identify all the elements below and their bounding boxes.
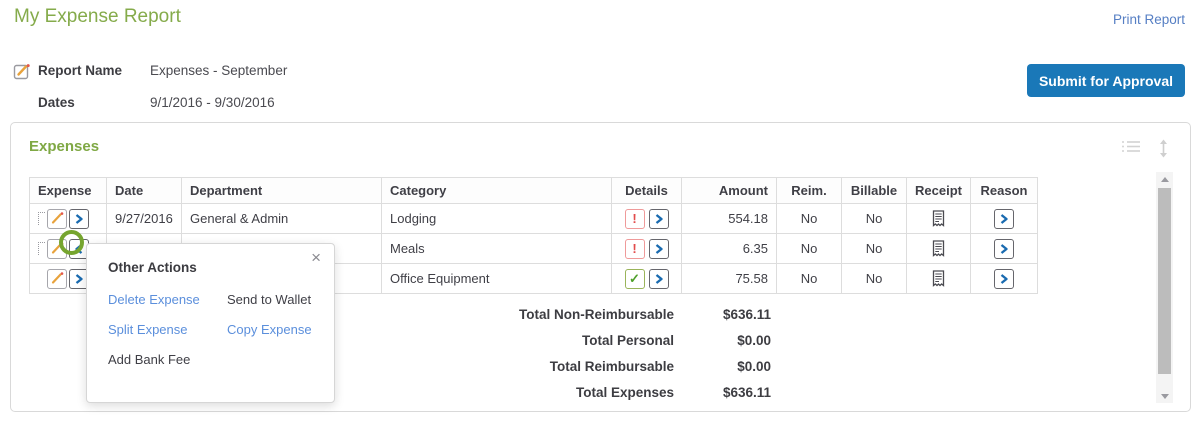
table-header-row: Expense Date Department Category Details… xyxy=(29,177,1038,204)
print-report-link[interactable]: Print Report xyxy=(1112,12,1185,27)
reason-button[interactable] xyxy=(993,268,1014,289)
vertical-scrollbar[interactable] xyxy=(1156,172,1173,403)
edit-expense-icon[interactable] xyxy=(47,238,67,259)
cell-amount: 75.58 xyxy=(681,263,777,294)
cell-category: Lodging xyxy=(381,203,612,234)
total-label: Total Personal xyxy=(581,333,674,348)
scrollbar-thumb[interactable] xyxy=(1158,188,1171,374)
total-personal-row: Total Personal $0.00 xyxy=(29,328,771,354)
report-name-value: Expenses - September xyxy=(150,63,288,78)
expenses-heading: Expenses xyxy=(29,138,100,155)
total-label: Total Expenses xyxy=(575,385,674,400)
col-amount: Amount xyxy=(681,177,777,204)
cell-amount: 6.35 xyxy=(681,233,777,264)
split-expense-link[interactable]: Split Expense xyxy=(108,322,188,337)
receipt-icon[interactable] xyxy=(915,240,962,257)
total-value: $636.11 xyxy=(722,307,771,322)
dates-value: 9/1/2016 - 9/30/2016 xyxy=(150,95,275,110)
cell-reim: No xyxy=(776,233,842,264)
total-label: Total Reimbursable xyxy=(549,359,674,374)
receipt-icon[interactable] xyxy=(915,270,962,287)
details-button[interactable] xyxy=(648,268,669,289)
cell-category: Office Equipment xyxy=(381,263,612,294)
col-billable: Billable xyxy=(841,177,907,204)
popup-actions: Delete Expense Send to Wallet Split Expe… xyxy=(108,292,312,367)
itemization-indicator-icon xyxy=(38,242,45,255)
total-label: Total Non-Reimbursable xyxy=(518,307,674,322)
report-name-label: Report Name xyxy=(38,63,123,78)
add-bank-fee-link[interactable]: Add Bank Fee xyxy=(108,352,191,367)
col-reim: Reim. xyxy=(776,177,842,204)
exception-icon: ! xyxy=(624,208,645,229)
cell-category: Meals xyxy=(381,233,612,264)
col-category: Category xyxy=(381,177,612,204)
up-down-arrow-icon[interactable] xyxy=(1157,139,1170,163)
cell-billable: No xyxy=(841,203,907,234)
reason-button[interactable] xyxy=(993,238,1014,259)
cell-date: 9/27/2016 xyxy=(106,203,182,234)
copy-expense-link[interactable]: Copy Expense xyxy=(227,322,312,337)
itemization-indicator-icon xyxy=(38,212,45,225)
cell-reim: No xyxy=(776,203,842,234)
close-icon[interactable]: × xyxy=(311,248,321,267)
send-to-wallet-link[interactable]: Send to Wallet xyxy=(227,292,312,307)
total-reimbursable-row: Total Reimbursable $0.00 xyxy=(29,354,771,380)
cell-department: General & Admin xyxy=(181,203,382,234)
cell-reim: No xyxy=(776,263,842,294)
exception-icon: ! xyxy=(624,238,645,259)
scroll-up-arrow-icon[interactable] xyxy=(1156,172,1173,186)
cell-billable: No xyxy=(841,263,907,294)
col-details: Details xyxy=(611,177,682,204)
total-value: $636.11 xyxy=(722,385,771,400)
totals-block: Total Non-Reimbursable $636.11 Total Per… xyxy=(29,302,771,406)
edit-report-name-icon[interactable] xyxy=(13,62,32,81)
total-expenses-row: Total Expenses $636.11 xyxy=(29,380,771,406)
total-non-reimbursable-row: Total Non-Reimbursable $636.11 xyxy=(29,302,771,328)
col-expense: Expense xyxy=(29,177,107,204)
cell-billable: No xyxy=(841,233,907,264)
reason-button[interactable] xyxy=(993,208,1014,229)
ok-check-icon: ✓ xyxy=(624,268,645,289)
total-value: $0.00 xyxy=(737,333,771,348)
details-button[interactable] xyxy=(648,238,669,259)
edit-expense-icon[interactable] xyxy=(47,208,67,229)
edit-expense-icon[interactable] xyxy=(47,268,67,289)
col-receipt: Receipt xyxy=(906,177,971,204)
expand-expense-button[interactable] xyxy=(69,208,89,229)
list-icon[interactable] xyxy=(1121,139,1141,159)
dates-label: Dates xyxy=(38,95,75,110)
expense-row-1: 9/27/2016 General & Admin Lodging ! 554.… xyxy=(29,203,1038,234)
col-department: Department xyxy=(181,177,382,204)
receipt-icon[interactable] xyxy=(915,210,962,227)
scroll-down-arrow-icon[interactable] xyxy=(1156,389,1173,403)
other-actions-popup: Other Actions × Delete Expense Send to W… xyxy=(86,243,335,403)
report-name-row: Report Name Expenses - September xyxy=(13,62,287,81)
submit-for-approval-button[interactable]: Submit for Approval xyxy=(1027,64,1185,97)
page-title: My Expense Report xyxy=(14,6,181,27)
details-button[interactable] xyxy=(648,208,669,229)
col-reason: Reason xyxy=(969,177,1038,204)
cell-amount: 554.18 xyxy=(681,203,777,234)
total-value: $0.00 xyxy=(737,359,771,374)
popup-title: Other Actions xyxy=(108,260,197,275)
delete-expense-link[interactable]: Delete Expense xyxy=(108,292,200,307)
col-date: Date xyxy=(106,177,182,204)
